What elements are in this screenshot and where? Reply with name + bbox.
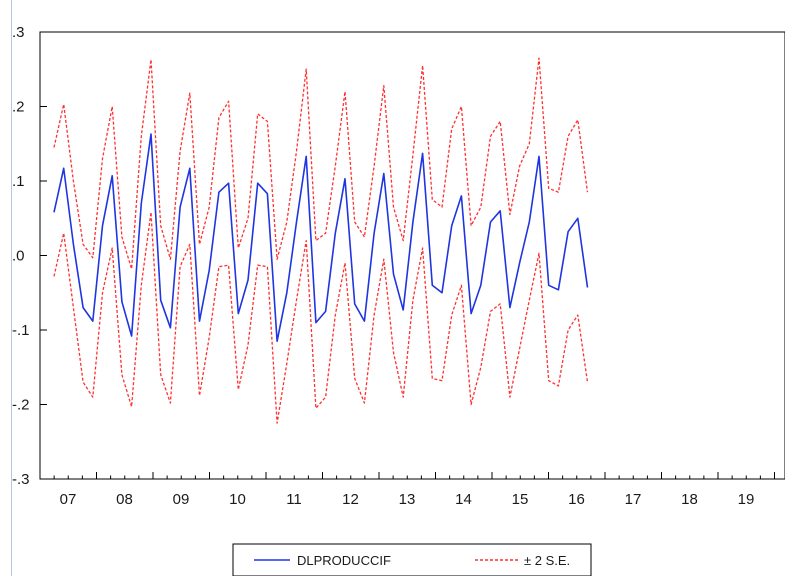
x-tick-label: 16 [568,491,585,508]
y-tick-label: .0 [12,248,25,265]
series-layer [53,57,589,424]
y-tick-label: .2 [12,99,25,116]
x-tick-label: 10 [229,491,246,508]
series-line-upper-se-band [53,57,589,270]
y-tick-label: -.1 [12,322,30,339]
x-tick-label: 19 [738,491,755,508]
legend-label-se-band: ± 2 S.E. [524,553,570,568]
series-line-dlproduccif [53,133,589,343]
y-axis: .3 .2 .1 .0 -.1 -.2 -.3 [12,24,47,488]
x-tick-label: 13 [399,491,416,508]
y-tick-label: -.3 [12,471,30,488]
x-tick-label: 17 [625,491,642,508]
x-tick-label: 12 [342,491,359,508]
x-tick-label: 11 [286,491,302,508]
x-tick-label: 09 [173,491,190,508]
x-tick-label: 08 [116,491,133,508]
y-tick-label: .3 [12,24,25,41]
x-tick-label: 14 [455,491,472,508]
x-axis: 0708091011121314151617181920 [53,472,775,508]
legend: DLPRODUCCIF ± 2 S.E. [232,543,592,576]
x-tick-label: 07 [60,491,77,508]
x-tick-label: 18 [681,491,698,508]
legend-box [232,543,592,576]
legend-label-dlproduccif: DLPRODUCCIF [297,553,391,568]
y-tick-label: -.2 [12,397,30,414]
x-tick-label: 15 [512,491,529,508]
series-line-lower-se-band [53,211,589,424]
y-tick-label: .1 [12,173,25,190]
